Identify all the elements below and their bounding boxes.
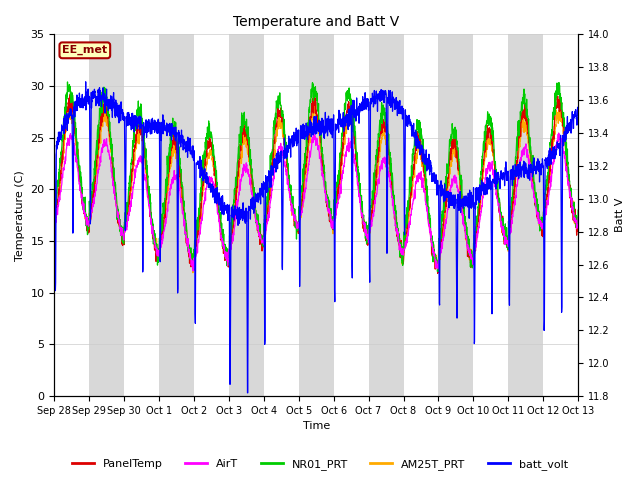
Bar: [508, 35, 543, 396]
Bar: [90, 35, 124, 396]
Bar: [299, 35, 333, 396]
Y-axis label: Temperature (C): Temperature (C): [15, 170, 25, 261]
Legend: PanelTemp, AirT, NR01_PRT, AM25T_PRT, batt_volt: PanelTemp, AirT, NR01_PRT, AM25T_PRT, ba…: [68, 455, 572, 474]
Y-axis label: Batt V: Batt V: [615, 198, 625, 232]
Bar: [159, 35, 194, 396]
Text: EE_met: EE_met: [62, 45, 108, 56]
Bar: [369, 35, 404, 396]
Bar: [229, 35, 264, 396]
X-axis label: Time: Time: [303, 421, 330, 432]
Title: Temperature and Batt V: Temperature and Batt V: [233, 15, 399, 29]
Bar: [438, 35, 474, 396]
